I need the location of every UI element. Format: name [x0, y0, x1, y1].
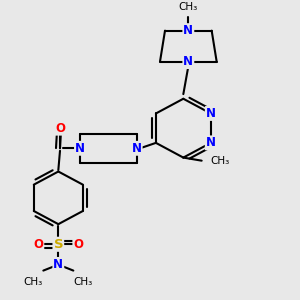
Text: N: N [75, 142, 85, 155]
Text: N: N [132, 142, 142, 155]
Text: S: S [53, 238, 63, 251]
Text: CH₃: CH₃ [24, 277, 43, 287]
Text: N: N [206, 107, 216, 120]
Text: N: N [53, 258, 63, 271]
Text: N: N [206, 136, 216, 149]
Text: N: N [183, 55, 193, 68]
Text: O: O [33, 238, 43, 251]
Text: O: O [73, 238, 83, 251]
Text: O: O [55, 122, 65, 135]
Text: N: N [183, 24, 193, 37]
Text: CH₃: CH₃ [210, 156, 229, 166]
Text: CH₃: CH₃ [179, 2, 198, 12]
Text: CH₃: CH₃ [74, 277, 93, 287]
